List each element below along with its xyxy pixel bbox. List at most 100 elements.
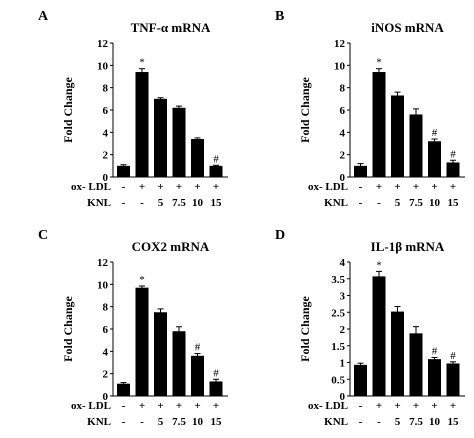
- knl-cell: 15: [448, 416, 460, 428]
- oxldl-cell: +: [176, 400, 182, 412]
- significance-mark: *: [376, 259, 382, 271]
- knl-cell: -: [122, 416, 126, 428]
- y-tick-label: 0: [340, 391, 346, 403]
- y-tick-label: 1.5: [331, 341, 345, 353]
- chart-c-svg: C COX2 mRNA Fold Change 0 2 4 6 8 10 12 * # # ox- LDL…: [38, 228, 228, 428]
- oxldl-cell: +: [157, 181, 163, 193]
- significance-mark: #: [450, 148, 456, 160]
- oxldl-cell: +: [431, 181, 437, 193]
- panel-label: C: [38, 228, 48, 243]
- oxldl-cell: +: [139, 400, 145, 412]
- row-label-knl: KNL: [324, 197, 348, 209]
- bar: [391, 95, 404, 177]
- chart-title: COX2 mRNA: [132, 239, 210, 254]
- bar: [428, 141, 441, 177]
- y-tick-label: 2: [340, 324, 346, 336]
- y-tick-label: 6: [103, 105, 109, 117]
- row-label-oxldl: ox- LDL: [308, 400, 348, 412]
- panel-label: D: [275, 228, 285, 243]
- oxldl-cell: +: [450, 181, 456, 193]
- bar: [446, 162, 460, 177]
- significance-mark: #: [432, 127, 438, 139]
- knl-cell: 10: [192, 197, 204, 209]
- significance-mark: #: [195, 342, 201, 354]
- oxldl-cell: -: [122, 400, 126, 412]
- oxldl-cell: +: [413, 181, 419, 193]
- y-tick-label: 10: [97, 279, 109, 291]
- y-tick-label: 2.5: [331, 307, 345, 319]
- knl-cell: 5: [395, 416, 401, 428]
- bar: [391, 311, 404, 396]
- oxldl-cell: +: [176, 181, 182, 193]
- oxldl-cell: +: [157, 400, 163, 412]
- y-tick-label: 2: [103, 150, 109, 162]
- knl-cell: -: [377, 197, 381, 209]
- bar: [117, 165, 130, 177]
- significance-mark: #: [213, 153, 219, 165]
- oxldl-cell: +: [394, 400, 400, 412]
- row-label-oxldl: ox- LDL: [308, 181, 348, 193]
- y-tick-label: 6: [340, 105, 346, 117]
- y-tick-label: 0: [103, 391, 109, 403]
- knl-cell: 15: [211, 197, 223, 209]
- y-tick-label: 4: [103, 127, 109, 139]
- significance-mark: #: [450, 350, 456, 362]
- knl-cell: -: [140, 197, 144, 209]
- significance-mark: #: [213, 367, 219, 379]
- y-axis-label: Fold Change: [298, 295, 312, 361]
- y-tick-label: 8: [103, 83, 109, 95]
- knl-cell: 7.5: [409, 197, 423, 209]
- row-label-knl: KNL: [324, 416, 348, 428]
- y-tick-label: 12: [97, 38, 109, 50]
- oxldl-cell: +: [394, 181, 400, 193]
- oxldl-cell: +: [431, 400, 437, 412]
- oxldl-cell: +: [213, 181, 219, 193]
- knl-cell: -: [359, 416, 363, 428]
- y-tick-label: 2: [340, 150, 346, 162]
- y-tick-label: 10: [97, 60, 109, 72]
- y-tick-label: 0: [340, 172, 346, 184]
- bar: [354, 165, 367, 177]
- oxldl-cell: +: [194, 181, 200, 193]
- y-tick-label: 4: [340, 127, 346, 139]
- panel-label: A: [38, 9, 49, 24]
- bar: [135, 72, 149, 177]
- y-tick-label: 12: [97, 257, 109, 269]
- bar: [191, 139, 204, 177]
- chart-title: iNOS mRNA: [371, 20, 444, 35]
- row-label-knl: KNL: [87, 416, 111, 428]
- knl-cell: 10: [192, 416, 204, 428]
- chart-title: TNF-α mRNA: [131, 20, 211, 35]
- oxldl-cell: +: [376, 181, 382, 193]
- bar: [372, 72, 386, 177]
- row-label-oxldl: ox- LDL: [71, 400, 111, 412]
- row-label-oxldl: ox- LDL: [71, 181, 111, 193]
- panel-a: A TNF-α mRNA Fold Change 0 2 4 6 8 10 12 * # ox- LDL…: [0, 0, 237, 219]
- significance-mark: #: [432, 345, 438, 357]
- oxldl-cell: +: [139, 181, 145, 193]
- y-tick-label: 3.5: [331, 274, 345, 286]
- oxldl-cell: -: [359, 181, 363, 193]
- bar: [354, 364, 367, 396]
- y-axis-label: Fold Change: [298, 76, 312, 142]
- y-tick-label: 2: [103, 369, 109, 381]
- y-tick-label: 3: [340, 291, 346, 303]
- bar: [154, 312, 167, 396]
- bar: [409, 333, 423, 396]
- knl-cell: 10: [429, 197, 441, 209]
- knl-cell: 7.5: [409, 416, 423, 428]
- significance-mark: *: [139, 274, 145, 286]
- y-tick-label: 4: [103, 346, 109, 358]
- y-tick-label: 4: [340, 257, 346, 269]
- bar: [372, 276, 386, 396]
- knl-cell: -: [122, 197, 126, 209]
- bar: [172, 331, 186, 396]
- knl-cell: 15: [448, 197, 460, 209]
- chart-a-svg: A TNF-α mRNA Fold Change 0 2 4 6 8 10 12 * # ox- LDL…: [38, 9, 228, 209]
- y-tick-label: 6: [103, 324, 109, 336]
- knl-cell: 7.5: [172, 197, 186, 209]
- significance-mark: *: [139, 57, 145, 69]
- knl-cell: 10: [429, 416, 441, 428]
- y-tick-label: 12: [334, 38, 346, 50]
